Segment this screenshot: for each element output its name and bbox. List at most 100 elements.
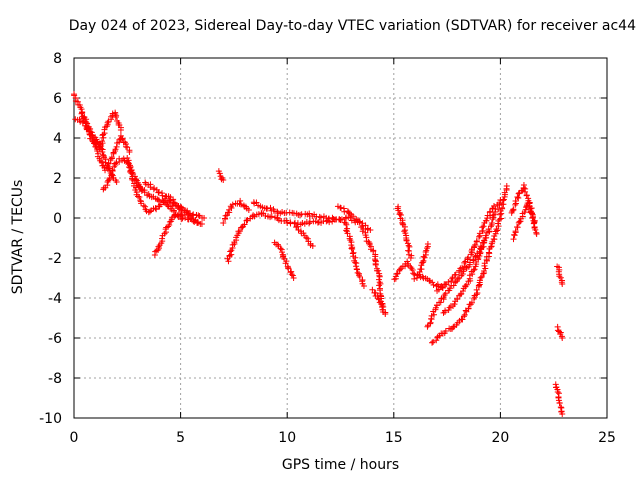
data-point	[147, 208, 154, 215]
data-point	[480, 270, 487, 277]
data-point	[159, 235, 166, 242]
data-point	[459, 288, 466, 295]
data-point	[141, 189, 148, 196]
data-point	[405, 242, 412, 249]
data-point	[450, 324, 457, 331]
data-point	[554, 388, 561, 395]
data-point	[459, 264, 466, 271]
data-point	[457, 291, 464, 298]
data-point	[382, 311, 389, 317]
x-tick-label: 0	[70, 430, 79, 446]
data-point	[282, 260, 289, 267]
data-point	[288, 271, 295, 278]
data-point	[487, 244, 494, 251]
data-point	[190, 211, 197, 218]
data-point	[285, 265, 292, 272]
data-point	[369, 286, 376, 293]
data-point	[411, 275, 418, 282]
data-point	[170, 199, 177, 206]
data-point	[222, 212, 229, 219]
x-tick-label: 5	[176, 430, 185, 446]
data-point	[138, 188, 145, 195]
data-point	[559, 335, 566, 341]
data-point	[476, 277, 483, 284]
data-point	[442, 327, 449, 334]
data-point	[422, 249, 429, 256]
data-point	[391, 276, 398, 283]
data-point	[108, 172, 115, 179]
data-point	[152, 205, 159, 212]
data-point	[112, 160, 119, 167]
data-point	[421, 254, 428, 261]
data-markers	[70, 91, 566, 417]
data-point	[356, 273, 363, 280]
data-point	[474, 290, 481, 297]
data-point	[372, 261, 379, 268]
data-point	[341, 208, 348, 215]
data-point	[476, 250, 483, 257]
data-point	[184, 207, 191, 214]
data-point	[264, 205, 271, 212]
data-point	[140, 202, 147, 209]
data-point	[473, 286, 480, 293]
data-point	[201, 215, 208, 221]
data-point	[424, 241, 431, 247]
y-tick-label: -6	[48, 331, 62, 347]
data-point	[377, 301, 384, 308]
data-point	[220, 220, 227, 227]
data-point	[463, 281, 470, 288]
data-point	[429, 279, 436, 286]
data-point	[471, 243, 478, 250]
data-point	[472, 241, 479, 248]
data-point	[136, 193, 143, 200]
data-point	[118, 136, 125, 143]
plot-frame	[73, 57, 608, 419]
data-point	[164, 202, 171, 209]
data-point	[479, 227, 486, 234]
data-point	[461, 311, 468, 318]
data-point	[126, 149, 133, 155]
data-point	[127, 168, 134, 175]
data-point	[178, 211, 185, 218]
data-point	[473, 237, 480, 244]
data-point	[137, 197, 144, 204]
data-point	[557, 274, 564, 281]
data-point	[353, 263, 360, 270]
data-point	[461, 259, 468, 266]
data-point	[488, 219, 495, 226]
data-point	[494, 227, 501, 234]
data-point	[475, 282, 482, 289]
data-point	[159, 192, 166, 199]
data-point	[477, 274, 484, 281]
data-point	[532, 226, 539, 233]
data-point	[510, 236, 517, 243]
data-point	[450, 282, 457, 289]
data-point	[318, 214, 325, 221]
data-point	[555, 397, 562, 404]
data-point	[497, 197, 504, 203]
y-tick-label: -10	[39, 411, 62, 427]
data-point	[529, 214, 536, 221]
data-point	[510, 206, 517, 213]
x-axis-label: GPS time / hours	[281, 457, 400, 473]
data-point	[407, 263, 414, 270]
data-point	[104, 164, 111, 171]
data-point	[291, 220, 298, 227]
data-point	[112, 114, 119, 121]
data-point	[250, 212, 257, 219]
data-point	[452, 271, 459, 278]
data-point	[370, 248, 377, 255]
y-tick-label: 4	[53, 131, 62, 147]
data-point	[304, 235, 311, 242]
data-point	[523, 192, 530, 199]
data-point	[454, 276, 461, 283]
x-tick-label: 25	[598, 430, 616, 446]
data-point	[309, 243, 316, 249]
data-point	[465, 254, 472, 261]
data-point	[99, 138, 106, 145]
data-point	[166, 221, 173, 228]
data-point	[487, 223, 494, 230]
data-point	[155, 189, 162, 196]
data-point	[78, 110, 85, 117]
data-point	[220, 177, 227, 183]
